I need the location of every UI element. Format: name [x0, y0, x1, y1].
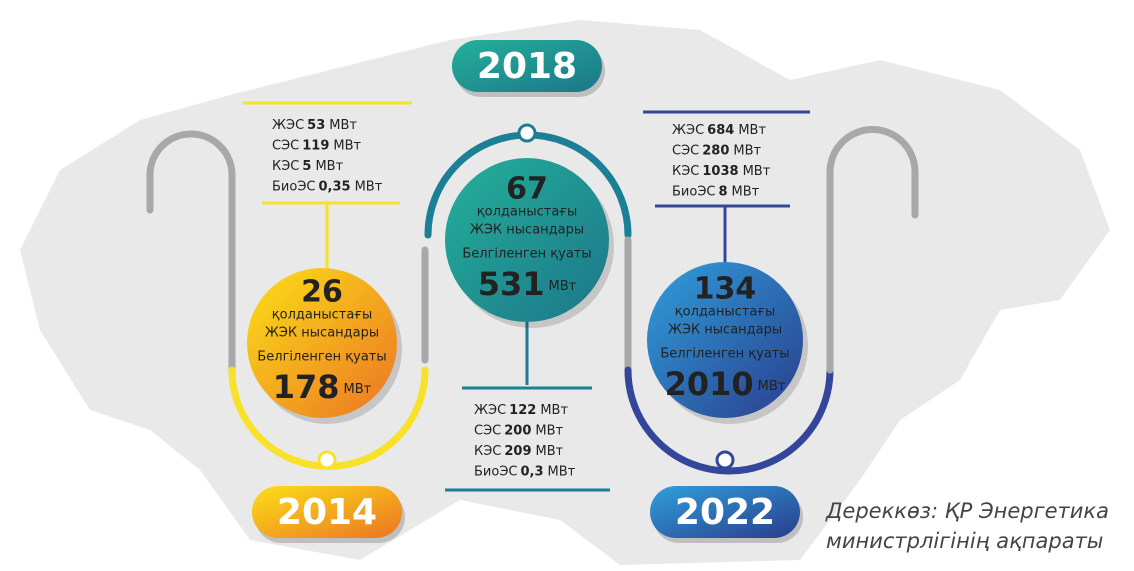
source-type: СЭС [474, 423, 501, 438]
source-value: 684 [707, 123, 734, 138]
capacity: 2010 МВт [665, 365, 786, 403]
source-value: 119 [302, 138, 329, 153]
capacity-value: 178 [273, 368, 340, 406]
source-value: 0,35 [318, 179, 350, 194]
count: 26 [301, 275, 343, 310]
source-type: ЖЭС [474, 403, 506, 418]
breakdown-row: КЭС 209 МВт [474, 444, 564, 459]
count-label: ЖЭК нысандары [265, 326, 379, 341]
capacity-label: Белгіленген қуаты [462, 247, 591, 262]
source-unit: МВт [743, 164, 771, 179]
capacity-unit: МВт [758, 379, 786, 394]
source-type: БиоЭС [474, 464, 517, 479]
breakdown-row: СЭС 200 МВт [474, 423, 564, 438]
source-type: КЭС [474, 444, 501, 459]
capacity: 531 МВт [478, 265, 577, 303]
breakdown-row: КЭС 5 МВт [272, 159, 344, 174]
source-type: КЭС [672, 164, 699, 179]
connector [146, 130, 236, 374]
source-type: СЭС [672, 143, 699, 158]
breakdown-row: СЭС 119 МВт [272, 138, 362, 153]
source-value: 8 [718, 184, 727, 199]
source-unit: МВт [333, 138, 361, 153]
period-circle [445, 158, 609, 322]
breakdown-row: КЭС 1038 МВт [672, 164, 771, 179]
source-type: ЖЭС [272, 118, 304, 133]
count-label: қолданыстағы [477, 205, 577, 220]
source-value: 0,3 [520, 464, 543, 479]
capacity-label: Белгіленген қуаты [660, 347, 789, 362]
year: 2018 [477, 46, 577, 87]
capacity-value: 2010 [665, 365, 754, 403]
source-value: 53 [307, 118, 325, 133]
source-unit: МВт [738, 123, 766, 138]
source-value: 5 [302, 159, 311, 174]
source-unit: МВт [733, 143, 761, 158]
node-dot [517, 123, 537, 143]
year: 2014 [277, 492, 377, 533]
source-type: СЭС [272, 138, 299, 153]
year-pill [252, 486, 402, 538]
year-pill [452, 40, 602, 92]
source-value: 200 [504, 423, 531, 438]
period-circle [647, 262, 803, 418]
source-unit: МВт [548, 464, 576, 479]
capacity-label: Белгіленген қуаты [257, 350, 386, 365]
count-label: қолданыстағы [272, 308, 372, 323]
breakdown-row: СЭС 280 МВт [672, 143, 762, 158]
breakdown-row: ЖЭС 53 МВт [272, 118, 357, 133]
node-dot [317, 450, 337, 470]
source-unit: МВт [540, 403, 568, 418]
breakdown-row: БиоЭС 8 МВт [672, 184, 760, 199]
connector [624, 366, 834, 475]
breakdown-row: БиоЭС 0,35 МВт [272, 179, 383, 194]
capacity: 178 МВт [273, 368, 372, 406]
count-label: ЖЭК нысандары [668, 323, 782, 338]
count-label: қолданыстағы [675, 305, 775, 320]
count: 67 [506, 172, 548, 207]
source-value: 122 [509, 403, 536, 418]
year-pill [650, 486, 800, 538]
source-unit: МВт [315, 159, 343, 174]
source-value: 280 [702, 143, 729, 158]
count-label: ЖЭК нысандары [470, 223, 584, 238]
source-unit: МВт [536, 444, 564, 459]
source-note: Дереккөз: ҚР Энергетика [825, 499, 1109, 523]
year: 2022 [675, 492, 775, 533]
source-unit: МВт [355, 179, 383, 194]
source-note: министрлігінің ақпараты [826, 529, 1103, 553]
breakdown-row: ЖЭС 122 МВт [474, 403, 568, 418]
count: 134 [694, 272, 757, 307]
source-unit: МВт [329, 118, 357, 133]
node-dot [715, 450, 735, 470]
source-unit: МВт [535, 423, 563, 438]
connector [826, 126, 919, 374]
breakdown-row: ЖЭС 684 МВт [672, 123, 766, 138]
source-type: БиоЭС [272, 179, 315, 194]
capacity-unit: МВт [549, 279, 577, 294]
source-unit: МВт [732, 184, 760, 199]
source-type: КЭС [272, 159, 299, 174]
capacity-unit: МВт [344, 382, 372, 397]
source-type: ЖЭС [672, 123, 704, 138]
source-value: 209 [504, 444, 531, 459]
period-circle [247, 268, 397, 418]
source-value: 1038 [702, 164, 738, 179]
breakdown-row: БиоЭС 0,3 МВт [474, 464, 576, 479]
source-type: БиоЭС [672, 184, 715, 199]
capacity-value: 531 [478, 265, 545, 303]
